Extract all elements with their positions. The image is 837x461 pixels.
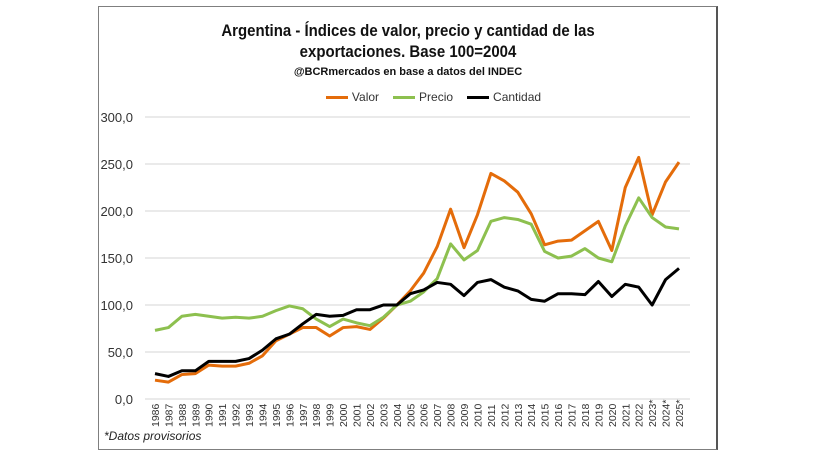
- x-tick-label: 2023*: [647, 400, 659, 427]
- x-tick-label: 2006: [419, 403, 431, 427]
- x-tick-label: 1991: [217, 403, 229, 427]
- legend-item: Valor: [325, 90, 380, 104]
- legend-item: Cantidad: [467, 90, 541, 104]
- x-tick-label: 1995: [271, 403, 283, 427]
- y-tick-label: 200,0: [100, 204, 133, 219]
- legend-swatch: [393, 95, 416, 99]
- legend-swatch: [325, 95, 348, 99]
- x-tick-label: 2016: [553, 403, 565, 427]
- legend: Valor Precio Cantidad: [0, 90, 837, 104]
- title-line-1: Argentina - Índices de valor, precio y c…: [221, 21, 595, 40]
- x-tick-label: 2022: [634, 403, 646, 427]
- x-tick-label: 2003: [378, 403, 390, 427]
- chart-frame: [98, 6, 718, 450]
- legend-item: Precio: [393, 90, 453, 104]
- x-tick-label: 2012: [499, 403, 511, 427]
- x-tick-label: 2024*: [661, 400, 673, 427]
- x-tick-label: 1987: [163, 403, 175, 427]
- legend-label: Cantidad: [493, 90, 542, 104]
- x-tick-label: 1999: [325, 403, 337, 427]
- x-tick-label: 2025*: [674, 400, 686, 427]
- x-tick-label: 1994: [257, 403, 269, 427]
- x-tick-label: 2020: [607, 403, 619, 427]
- x-tick-label: 2008: [446, 403, 458, 427]
- x-tick-label: 2021: [620, 403, 632, 427]
- x-tick-label: 2004: [392, 403, 404, 427]
- x-tick-label: 2000: [338, 403, 350, 427]
- x-tick-label: 2017: [567, 403, 579, 427]
- legend-label: Valor: [351, 90, 380, 104]
- x-tick-label: 2002: [365, 403, 377, 427]
- x-tick-label: 2009: [459, 403, 471, 427]
- x-tick-label: 1996: [284, 403, 296, 427]
- x-tick-label: 1990: [204, 403, 216, 427]
- x-tick-label: 2010: [472, 403, 484, 427]
- x-tick-label: 1989: [190, 403, 202, 427]
- x-tick-label: 2019: [593, 403, 605, 427]
- x-tick-label: 1997: [298, 403, 310, 427]
- x-tick-label: 1988: [177, 403, 189, 427]
- x-tick-label: 1992: [231, 403, 243, 427]
- footnote: *Datos provisorios: [104, 429, 202, 443]
- x-tick-label: 1986: [150, 403, 162, 427]
- series-line-precio: [154, 196, 680, 332]
- x-tick-label: 2014: [526, 403, 538, 427]
- chart-title: Argentina - Índices de valor, precio y c…: [179, 20, 637, 62]
- legend-swatch: [467, 95, 490, 99]
- x-tick-label: 1993: [244, 403, 256, 427]
- y-tick-label: 50,0: [108, 345, 133, 360]
- title-line-2: exportaciones. Base 100=2004: [299, 42, 517, 61]
- series-line-cantidad: [154, 267, 680, 378]
- y-tick-label: 250,0: [100, 157, 133, 172]
- chart-subtitle: @BCRmercados en base a datos del INDEC: [293, 66, 523, 78]
- x-tick-label: 2013: [513, 403, 525, 427]
- legend-label: Precio: [419, 90, 454, 104]
- y-tick-label: 100,0: [100, 298, 133, 313]
- x-tick-label: 2018: [580, 403, 592, 427]
- x-tick-label: 2011: [486, 404, 498, 427]
- y-tick-label: 300,0: [100, 110, 133, 125]
- y-tick-label: 0,0: [115, 392, 133, 407]
- y-tick-label: 150,0: [100, 251, 133, 266]
- x-tick-label: 1998: [311, 403, 323, 427]
- x-tick-label: 2015: [540, 403, 552, 427]
- x-tick-label: 2007: [432, 403, 444, 427]
- x-tick-label: 2005: [405, 403, 417, 427]
- series-line-valor: [154, 155, 681, 384]
- x-tick-label: 2001: [352, 403, 364, 427]
